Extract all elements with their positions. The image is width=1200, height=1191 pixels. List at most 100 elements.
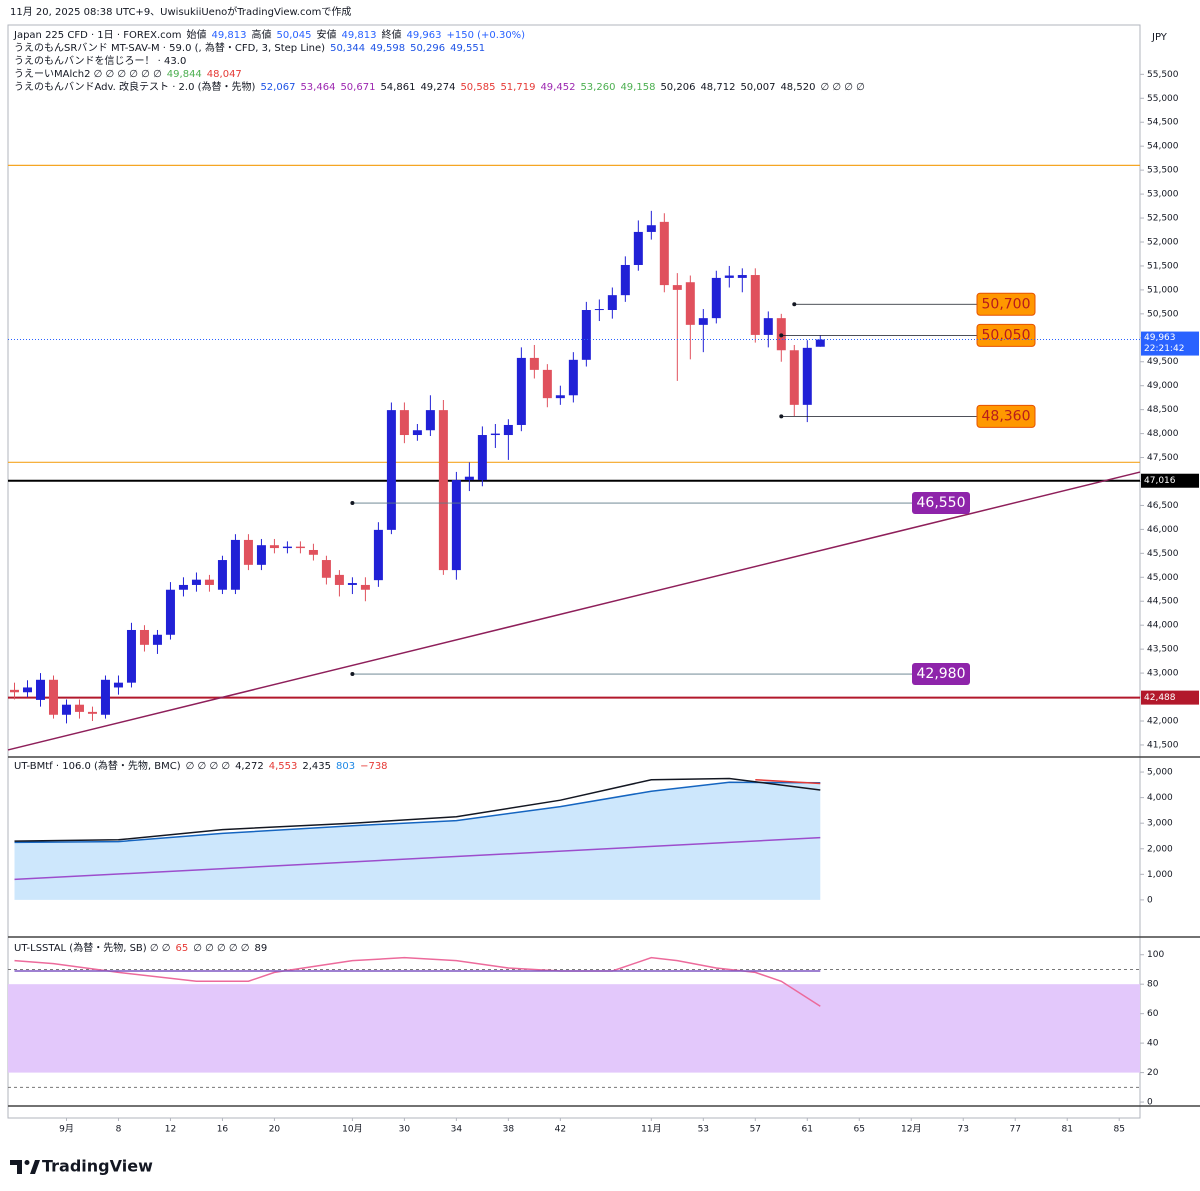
y-tick-label: 46,500 [1147,501,1179,511]
price-label-box [912,492,970,515]
x-tick-label: 73 [958,1125,969,1135]
price-label-box [976,404,1036,428]
y-tick-label: 49,500 [1147,357,1179,367]
y-tick-label: 80 [1147,980,1159,990]
candle-body [750,275,760,335]
candle-body [802,347,812,405]
candle-body [425,410,435,431]
x-tick-label: 65 [854,1125,865,1135]
x-tick-label: 38 [503,1125,515,1135]
candle-body [815,339,825,347]
candle-body [87,711,97,714]
candle-body [152,634,162,645]
legend-item: 安値 [316,28,336,41]
legend-item: 50,585 [460,82,495,93]
candle-body [360,584,370,590]
candle-body [594,309,604,311]
legend-item: 50,296 [410,43,445,54]
legend-item: うえのもんバンドを信じろー！ · 43.0 [14,55,186,67]
candle-body [698,318,708,325]
candle-body [724,275,734,278]
y-tick-label: 52,000 [1147,237,1179,247]
y-tick-label: 43,500 [1147,645,1179,655]
legend-item: −738 [360,761,387,772]
y-tick-label: 55,000 [1147,94,1179,104]
y-tick-label: 54,500 [1147,118,1179,128]
candle-body [568,359,578,396]
candle-body [451,480,461,571]
x-tick-label: 53 [698,1125,709,1135]
candle-body [204,579,214,585]
caption: 11月 20, 2025 08:38 UTC+9、UwisukiiUenoがTr… [10,5,351,18]
candle-body [230,539,240,590]
candle-body [282,546,292,549]
candle-body [373,529,383,581]
y-tick-label: 49,000 [1147,381,1179,391]
y-tick-label: 4,000 [1147,793,1173,803]
legend-item: 48,520 [780,82,815,93]
y-tick-label: 44,500 [1147,597,1179,607]
x-tick-label: 11月 [641,1124,661,1135]
candle-body [607,295,617,311]
candle-body [61,704,71,715]
candle-body [113,682,123,688]
y-tick-label: 3,000 [1147,819,1173,829]
x-tick-label: 81 [1061,1125,1072,1135]
price-label-dot [350,501,355,506]
series-line [14,956,821,1007]
axis-label: 42,488 [1144,693,1176,703]
legend-item: 53,260 [580,82,615,93]
series-line [14,781,821,844]
candle-body [581,310,591,360]
legend-item: 48,712 [700,82,735,93]
y-tick-label: 45,500 [1147,549,1179,559]
legend-item: 803 [336,761,355,772]
legend-item: 終値 [381,28,401,41]
y-tick-label: 46,000 [1147,525,1179,535]
legend-item: 51,719 [500,82,535,93]
candle-body [399,410,409,436]
candle-body [672,285,682,290]
legend-item: 49,551 [450,43,485,54]
legend-item: 4,272 [235,761,264,772]
candle-body [490,433,500,436]
candle-body [74,704,84,712]
price-label-box [976,323,1036,347]
y-tick-label: 52,500 [1147,214,1179,224]
candle-body [711,277,721,319]
price-label: 48,360 [982,408,1031,424]
y-tick-label: 51,500 [1147,261,1179,271]
axis-label-box [1141,473,1199,488]
x-tick-label: 57 [750,1125,761,1135]
legend-item: ∅ ∅ ∅ ∅ [186,761,230,772]
y-tick-label: 2,000 [1147,844,1173,854]
candle-body [347,583,357,585]
candle-body [295,546,305,549]
legend-item: 53,464 [300,82,335,93]
candle-body [191,579,201,585]
price-label-box [912,663,970,686]
candle-body [464,476,474,481]
legend-item: 49,844 [167,69,202,80]
y-tick-label: 45,000 [1147,573,1179,583]
y-tick-label: 60 [1147,1009,1159,1019]
legend-item: 高値 [251,28,271,41]
legend-item: Japan 225 CFD · 1日 · FOREX.com [13,30,181,41]
trend-line [7,471,1141,751]
x-tick-label: 9月 [59,1124,74,1135]
y-tick-label: 51,000 [1147,285,1179,295]
price-label-dot [350,672,355,677]
candle-body [321,560,331,578]
price-label: 42,980 [917,666,966,682]
y-tick-label: 50,500 [1147,309,1179,319]
candle-body [269,545,279,549]
price-label-dot [779,414,784,419]
price-label-dot [779,333,784,338]
legend-item: 48,047 [207,69,242,80]
y-tick-label: 5,000 [1147,768,1173,778]
y-tick-label: 44,000 [1147,621,1179,631]
price-label: 50,050 [982,327,1031,343]
legend-item: UT-LSSTAL (為替・先物, SB) ∅ ∅ [14,941,170,954]
y-tick-label: 41,500 [1147,740,1179,750]
